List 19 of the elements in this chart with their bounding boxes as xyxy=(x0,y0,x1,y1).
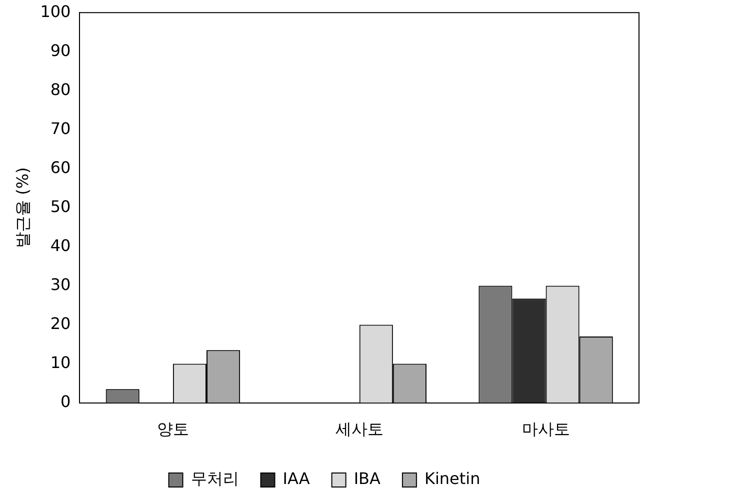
x-tick-label: 세사토 xyxy=(335,420,384,439)
y-tick-label: 20 xyxy=(50,314,71,333)
legend-label: IBA xyxy=(354,469,381,488)
y-tick-label: 70 xyxy=(50,118,71,138)
y-tick-label: 40 xyxy=(50,236,71,255)
y-tick-label: 0 xyxy=(60,392,71,411)
y-tick-label: 100 xyxy=(40,2,71,21)
legend-label: Kinetin xyxy=(424,469,480,488)
y-axis-title: 발근율 (%) xyxy=(12,167,32,248)
legend-label: IAA xyxy=(282,469,310,488)
y-tick-label: 50 xyxy=(50,196,71,216)
legend-label: 무처리 xyxy=(190,469,239,488)
y-tick-label: 90 xyxy=(50,40,71,60)
y-tick-label: 60 xyxy=(50,158,71,177)
x-tick-label: 마사토 xyxy=(522,420,570,439)
y-tick-label: 80 xyxy=(50,80,71,99)
y-tick-label: 10 xyxy=(50,352,71,372)
x-tick-label: 양토 xyxy=(156,420,189,439)
y-tick-label: 30 xyxy=(50,274,71,294)
